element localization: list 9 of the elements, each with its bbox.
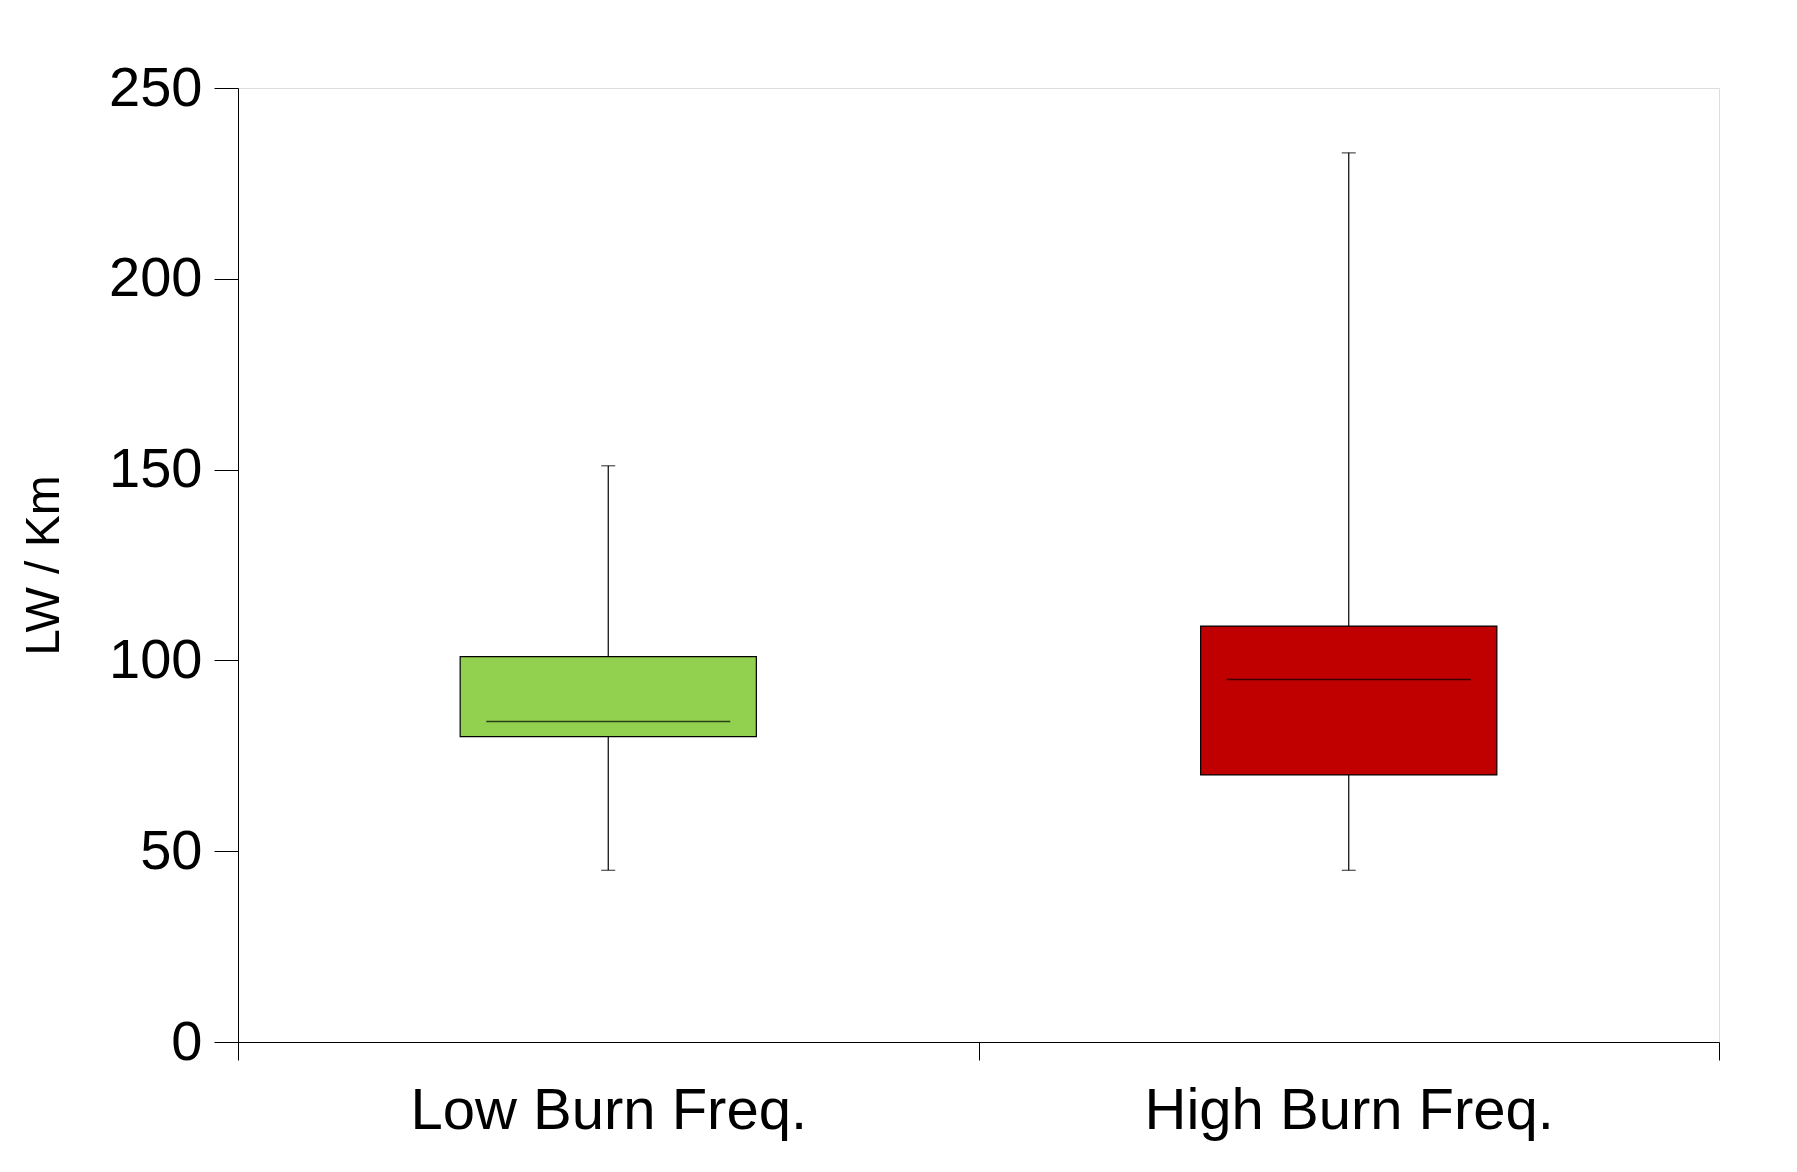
y-tick-label: 250 — [109, 54, 203, 118]
y-tick-label: 200 — [109, 245, 203, 309]
y-tick-label: 0 — [171, 1008, 203, 1072]
y-tick-label: 50 — [140, 817, 203, 881]
y-tick-label: 150 — [109, 436, 203, 500]
y-tick-label: 100 — [109, 626, 203, 690]
x-tick-label: Low Burn Freq. — [410, 1075, 808, 1141]
y-axis-title: LW / Km — [16, 475, 70, 656]
x-tick-label: High Burn Freq. — [1144, 1075, 1554, 1141]
